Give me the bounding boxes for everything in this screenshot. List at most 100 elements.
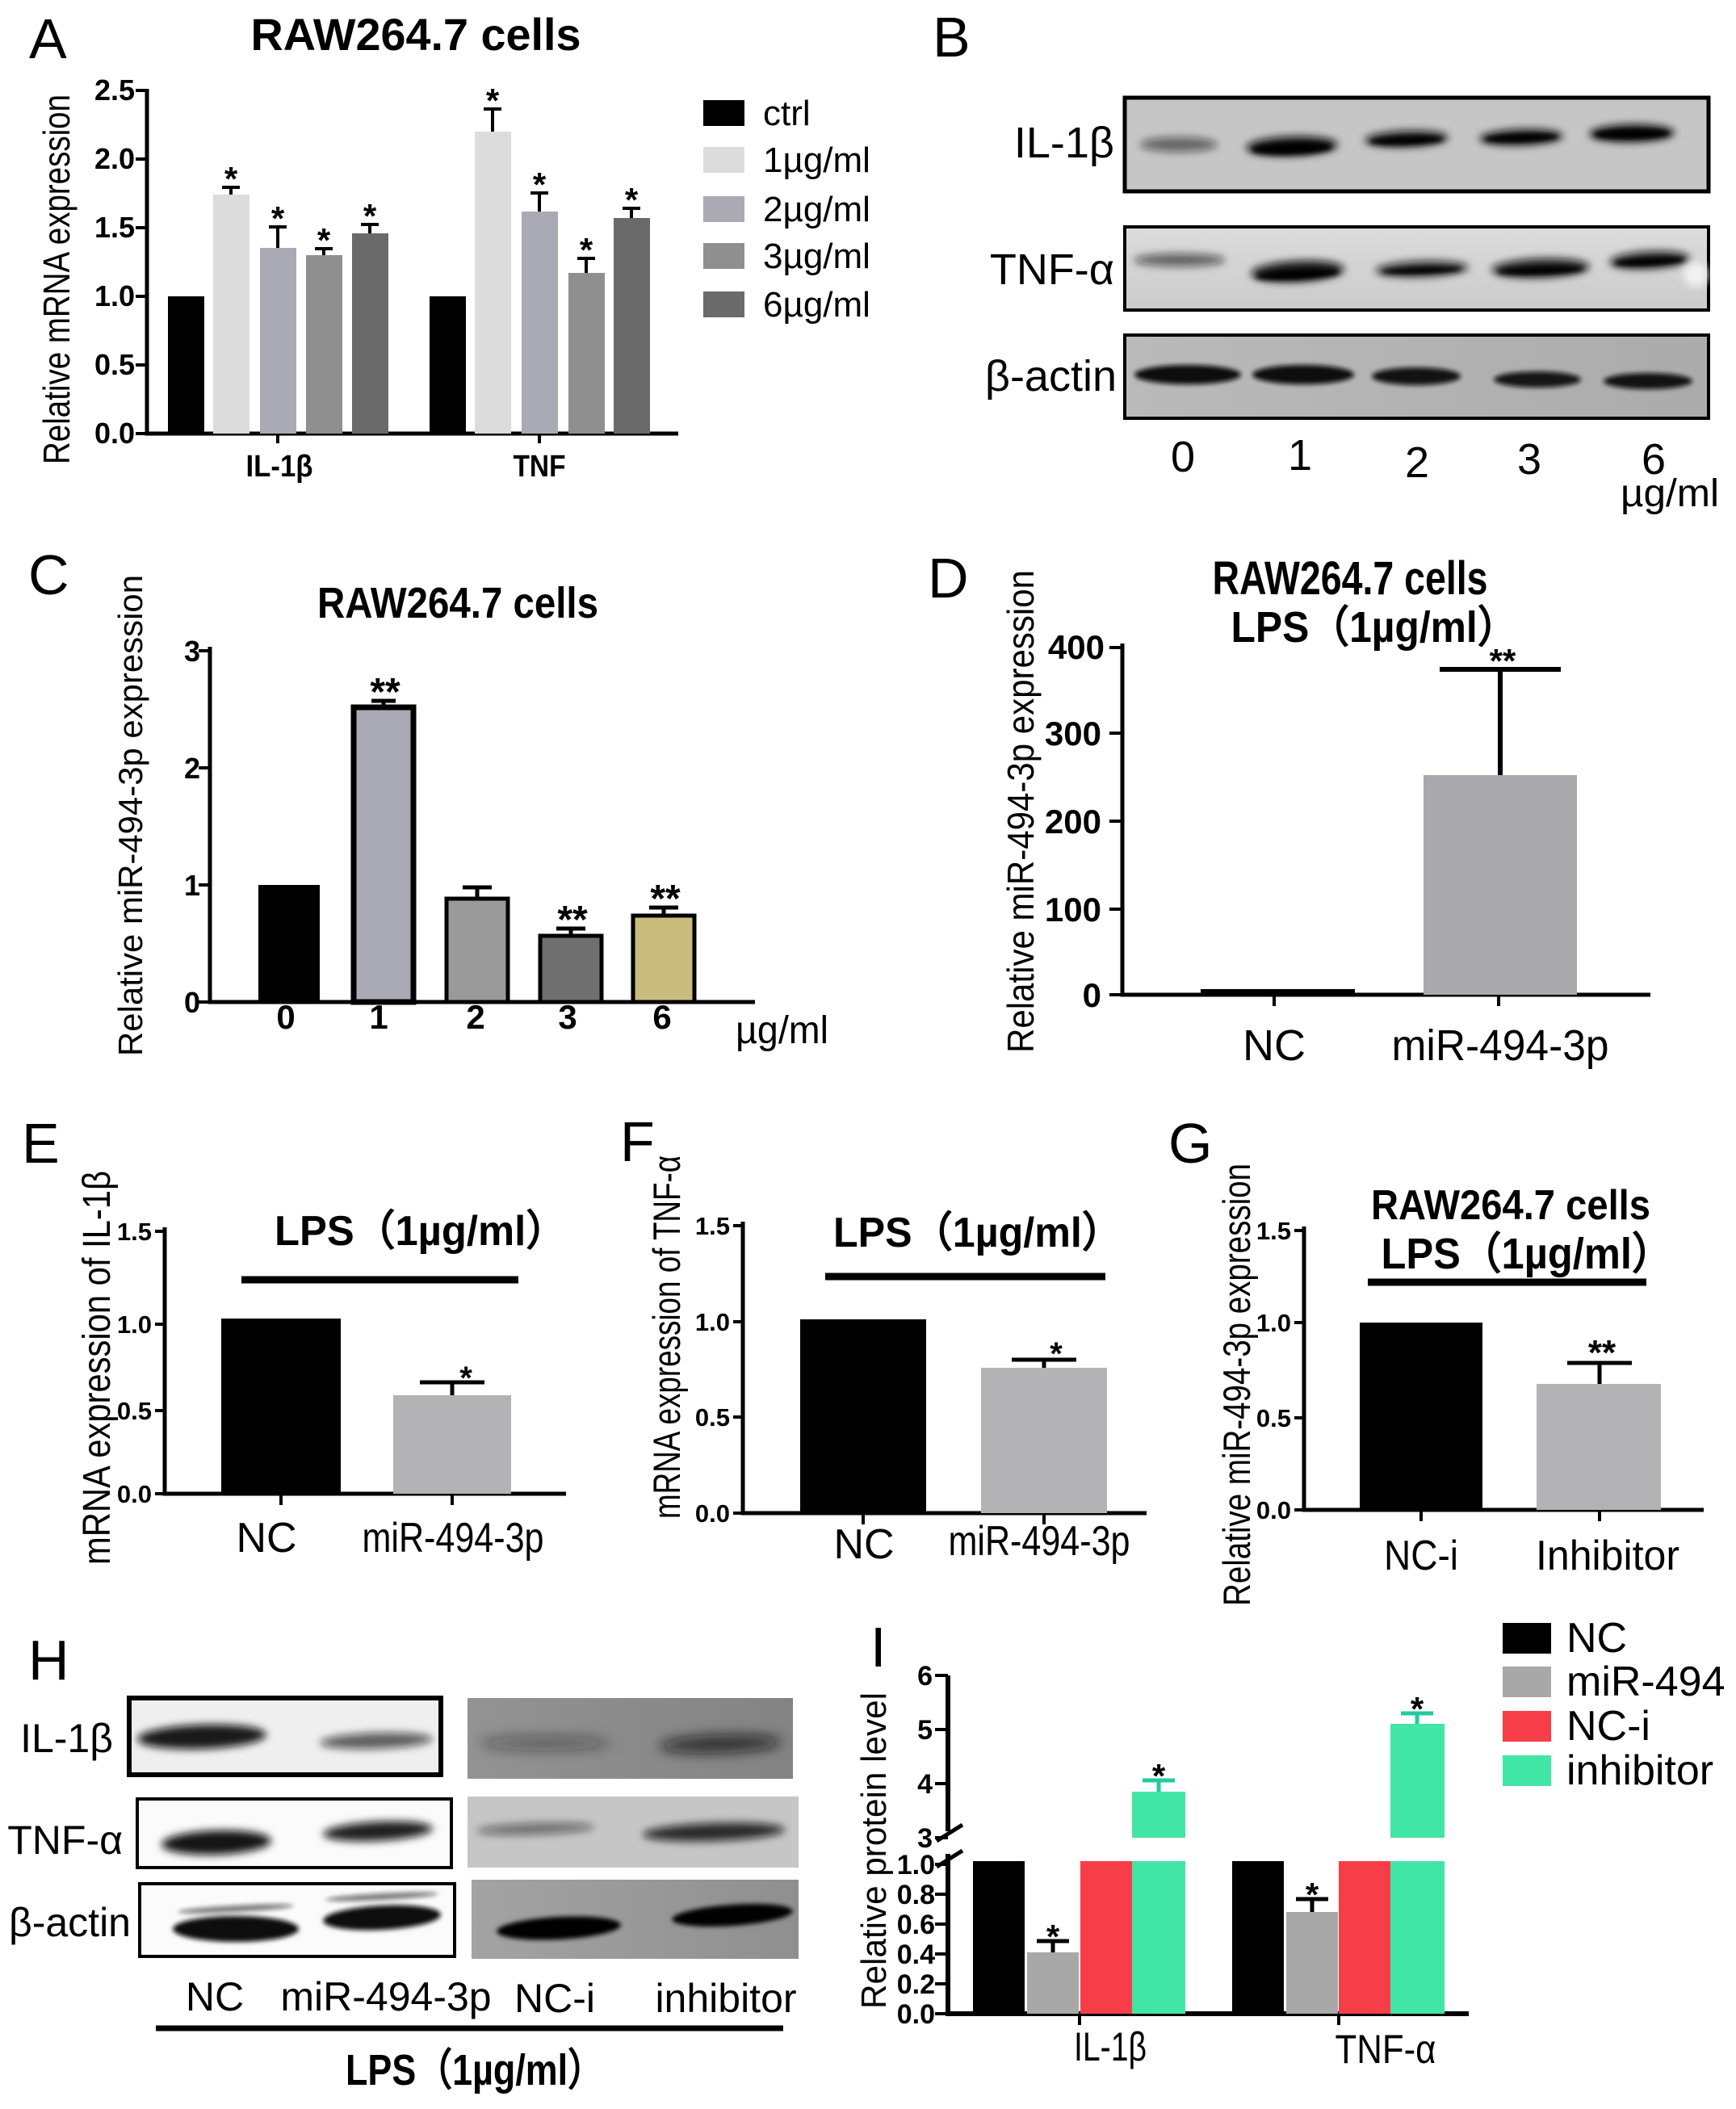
svg-text:G: G [1168,1112,1212,1175]
svg-text:inhibitor: inhibitor [655,1976,796,2021]
svg-text:3: 3 [558,998,577,1036]
svg-text:B: B [933,6,971,69]
svg-text:1.0: 1.0 [117,1310,152,1339]
svg-text:Relative mRNA expression: Relative mRNA expression [36,94,78,464]
svg-text:3µg/ml: 3µg/ml [763,237,870,276]
svg-text:β-actin: β-actin [985,352,1117,400]
svg-text:LPS（1µg/ml）: LPS（1µg/ml） [1382,1230,1673,1278]
svg-text:NC: NC [1566,1615,1627,1662]
svg-text:100: 100 [1045,891,1101,929]
svg-text:2.0: 2.0 [94,142,135,175]
svg-text:*: * [363,197,377,235]
svg-text:0.5: 0.5 [1256,1404,1291,1432]
svg-text:**: ** [650,878,681,920]
svg-text:300: 300 [1045,715,1101,753]
svg-text:1.0: 1.0 [695,1308,730,1336]
svg-text:NC: NC [236,1515,296,1562]
svg-text:1.0: 1.0 [1256,1309,1291,1337]
svg-text:TNF: TNF [514,450,566,484]
svg-text:2: 2 [466,998,484,1036]
svg-text:*: * [271,199,285,237]
svg-text:1.0: 1.0 [94,279,135,312]
svg-text:0.2: 0.2 [897,1969,935,2000]
svg-text:0.0: 0.0 [117,1480,152,1508]
svg-text:0.0: 0.0 [94,417,135,450]
svg-text:TNF-α: TNF-α [990,245,1114,294]
svg-text:RAW264.7 cells: RAW264.7 cells [251,9,581,60]
svg-text:1.5: 1.5 [695,1212,730,1240]
svg-text:*: * [459,1361,472,1396]
svg-text:TNF-α: TNF-α [7,1818,123,1863]
svg-text:inhibitor: inhibitor [1566,1747,1713,1794]
svg-text:*: * [1152,1757,1166,1795]
svg-text:*: * [317,221,331,259]
svg-text:*: * [486,82,500,119]
svg-text:LPS（1µg/ml）: LPS（1µg/ml） [346,2046,604,2094]
svg-text:NC: NC [186,1974,244,2019]
svg-text:NC-i: NC-i [514,1976,595,2021]
svg-text:RAW264.7 cells: RAW264.7 cells [1371,1182,1650,1229]
svg-text:E: E [22,1112,60,1175]
svg-text:0.4: 0.4 [897,1939,935,1970]
svg-text:A: A [29,7,67,70]
svg-text:1µg/ml: 1µg/ml [763,140,870,180]
svg-text:6: 6 [652,998,671,1036]
svg-text:Relative miR-494-3p expression: Relative miR-494-3p expression [111,575,149,1056]
svg-text:200: 200 [1045,803,1101,841]
svg-text:3: 3 [917,1823,933,1854]
svg-text:*: * [580,231,593,269]
svg-text:*: * [625,181,639,219]
svg-text:miR-494-3p: miR-494-3p [280,1974,491,2019]
svg-text:0.5: 0.5 [94,348,135,381]
svg-text:400: 400 [1048,628,1105,666]
svg-text:Relative protein level: Relative protein level [854,1692,894,2009]
svg-text:*: * [224,160,238,198]
svg-text:5: 5 [917,1715,933,1746]
svg-text:IL-1β: IL-1β [246,450,313,484]
svg-text:IL-1β: IL-1β [1074,2024,1147,2069]
svg-text:*: * [1306,1876,1319,1914]
svg-text:miR-494: miR-494 [1566,1658,1726,1705]
svg-text:miR-494-3p: miR-494-3p [1392,1021,1609,1070]
svg-text:miR-494-3p: miR-494-3p [363,1515,544,1562]
svg-text:**: ** [557,899,588,941]
svg-text:0.0: 0.0 [897,1999,935,2030]
svg-text:**: ** [370,671,400,714]
svg-text:6: 6 [917,1661,933,1692]
svg-text:0: 0 [1083,976,1101,1014]
svg-text:*: * [1050,1336,1063,1372]
svg-text:4: 4 [917,1769,933,1800]
svg-text:H: H [28,1629,69,1692]
svg-text:RAW264.7 cells: RAW264.7 cells [1213,552,1488,605]
svg-text:Relative miR-494-3p expression: Relative miR-494-3p expression [1215,1164,1258,1606]
svg-text:IL-1β: IL-1β [20,1716,113,1761]
svg-text:LPS（1µg/ml）: LPS（1µg/ml） [1231,603,1518,652]
svg-text:D: D [928,547,969,610]
svg-text:Relative miR-494-3p expression: Relative miR-494-3p expression [1000,570,1042,1053]
svg-text:0.0: 0.0 [695,1499,730,1528]
svg-text:1.0: 1.0 [897,1850,935,1880]
svg-text:I: I [870,1616,886,1679]
svg-text:6µg/ml: 6µg/ml [763,285,870,325]
svg-text:NC-i: NC-i [1566,1703,1650,1750]
svg-text:IL-1β: IL-1β [1014,119,1114,167]
svg-text:Inhibitor: Inhibitor [1536,1532,1679,1579]
svg-text:1.5: 1.5 [94,211,135,244]
svg-text:0.0: 0.0 [1256,1496,1291,1524]
svg-text:F: F [620,1110,655,1173]
svg-text:0.5: 0.5 [695,1403,730,1432]
svg-text:1.5: 1.5 [1256,1217,1291,1245]
svg-text:2.5: 2.5 [94,73,135,107]
svg-text:*: * [533,166,547,203]
svg-text:0: 0 [184,986,200,1019]
svg-text:*: * [1046,1918,1060,1956]
svg-text:0: 0 [1171,433,1195,481]
svg-text:NC: NC [833,1521,894,1568]
svg-text:mRNA expression of IL-1β: mRNA expression of IL-1β [76,1171,119,1565]
svg-text:2µg/ml: 2µg/ml [763,190,870,229]
svg-text:TNF-α: TNF-α [1336,2027,1436,2072]
svg-text:6: 6 [1642,435,1666,484]
svg-text:LPS（1µg/ml）: LPS（1µg/ml） [833,1210,1122,1256]
svg-text:1: 1 [369,998,388,1036]
svg-text:**: ** [1490,642,1516,680]
